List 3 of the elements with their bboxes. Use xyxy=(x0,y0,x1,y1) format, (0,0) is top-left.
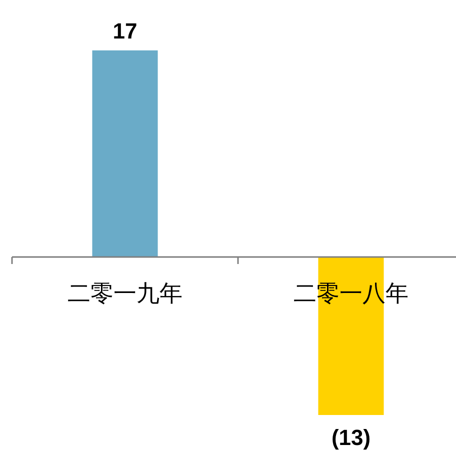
data-label: 17 xyxy=(112,18,138,44)
data-label: (13) xyxy=(331,425,371,450)
x-tick-label: 二零一九年 xyxy=(68,280,182,306)
